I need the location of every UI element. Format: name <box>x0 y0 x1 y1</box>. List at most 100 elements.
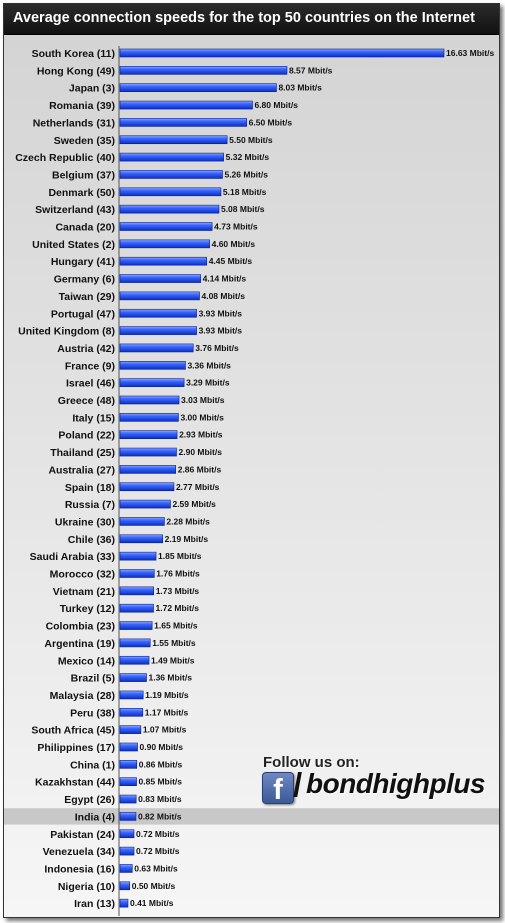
bar <box>119 690 144 700</box>
value-label: 3.76 Mbit/s <box>195 343 239 353</box>
category-label: Poland (22) <box>58 430 115 442</box>
category-label: Italy (15) <box>72 412 115 424</box>
value-label: 6.80 Mbit/s <box>254 100 298 110</box>
category-label: Saudi Arabia (33) <box>30 551 115 563</box>
bar <box>119 551 157 561</box>
bar <box>119 760 138 769</box>
bar <box>119 621 153 630</box>
title-bar: Average connection speeds for the top 50… <box>4 4 499 35</box>
value-label: 8.57 Mbit/s <box>289 65 333 75</box>
category-label: Canada (20) <box>55 222 115 234</box>
category-label: Philippines (17) <box>37 742 115 754</box>
bar <box>119 898 129 908</box>
bar <box>119 360 186 370</box>
value-label: 0.85 Mbit/s <box>139 777 183 787</box>
category-label: South Korea (11) <box>32 48 115 60</box>
bar <box>119 239 210 249</box>
category-label: Egypt (26) <box>64 794 115 806</box>
value-label: 0.50 Mbit/s <box>132 881 176 891</box>
category-label: Switzerland (43) <box>35 204 115 216</box>
category-label: Taiwan (29) <box>59 291 115 303</box>
category-label: Chile (36) <box>68 534 115 546</box>
category-label: Thailand (25) <box>50 447 115 459</box>
value-label: 1.65 Mbit/s <box>154 621 198 631</box>
category-label: Romania (39) <box>49 100 115 112</box>
bar <box>119 135 228 145</box>
value-label: 4.73 Mbit/s <box>214 222 258 232</box>
category-label: Kazakhstan (44) <box>35 777 115 789</box>
category-label: France (9) <box>65 360 115 372</box>
bar <box>119 673 147 682</box>
value-label: 1.72 Mbit/s <box>156 603 200 613</box>
category-label: South Africa (45) <box>31 725 115 737</box>
social-handle[interactable]: bondhighplus <box>306 768 486 799</box>
bar-chart: South Korea (11) 16.63 Mbit/s Hong Kong (4… <box>4 46 499 916</box>
category-label: Indonesia (16) <box>44 863 115 875</box>
bar <box>119 655 150 665</box>
value-label: 2.28 Mbit/s <box>166 516 210 526</box>
category-label: Netherlands (31) <box>33 117 115 129</box>
category-label: Spain (18) <box>65 482 115 494</box>
value-label: 3.36 Mbit/s <box>187 360 231 370</box>
bar <box>119 48 445 58</box>
bar <box>119 482 175 492</box>
value-label: 3.29 Mbit/s <box>186 378 230 388</box>
value-label: 0.72 Mbit/s <box>136 829 180 839</box>
value-label: 16.63 Mbit/s <box>446 48 494 58</box>
category-label: Nigeria (10) <box>58 881 115 893</box>
category-label: Russia (7) <box>65 499 115 511</box>
bar <box>119 378 185 387</box>
value-label: 0.90 Mbit/s <box>140 742 184 752</box>
bar <box>119 187 222 197</box>
value-label: 4.60 Mbit/s <box>212 239 256 249</box>
value-label: 5.18 Mbit/s <box>223 187 267 197</box>
value-label: 1.36 Mbit/s <box>148 673 192 683</box>
bar <box>119 829 135 839</box>
value-label: 5.50 Mbit/s <box>229 135 273 145</box>
value-label: 1.07 Mbit/s <box>143 725 187 735</box>
bar <box>119 222 213 231</box>
bar <box>119 152 224 162</box>
bar <box>119 430 178 440</box>
bar <box>119 569 155 578</box>
category-label: Argentina (19) <box>44 638 115 650</box>
bar <box>119 603 154 613</box>
value-label: 1.76 Mbit/s <box>156 569 200 579</box>
category-label: Greece (48) <box>58 395 115 407</box>
social-promo: Follow us on: f / bondhighplus <box>262 754 497 810</box>
category-label: Vietnam (21) <box>53 586 115 598</box>
category-label: Belgium (37) <box>52 169 115 181</box>
value-label: 1.17 Mbit/s <box>145 707 189 717</box>
value-label: 3.93 Mbit/s <box>199 308 243 318</box>
category-label: Turkey (12) <box>60 603 115 615</box>
category-label: Brazil (5) <box>71 673 115 685</box>
value-label: 0.82 Mbit/s <box>138 811 182 821</box>
category-label: India (4) <box>75 811 115 823</box>
facebook-icon[interactable]: f <box>262 772 294 804</box>
bar <box>119 447 177 457</box>
category-label: Malaysia (28) <box>50 690 115 702</box>
value-label: 5.08 Mbit/s <box>221 204 265 214</box>
category-label: Japan (3) <box>69 83 115 95</box>
category-label: Hungary (41) <box>51 256 115 268</box>
bar <box>119 864 133 873</box>
bar <box>119 83 277 92</box>
bar <box>119 586 155 596</box>
category-label: Mexico (14) <box>58 655 115 667</box>
category-label: Ukraine (30) <box>55 516 115 528</box>
bar <box>119 274 201 283</box>
value-label: 1.85 Mbit/s <box>158 551 202 561</box>
category-label: Australia (27) <box>48 464 115 476</box>
value-label: 2.77 Mbit/s <box>176 482 220 492</box>
bar <box>119 256 207 266</box>
bar <box>119 881 131 891</box>
category-label: Denmark (50) <box>48 187 115 199</box>
category-label: Morocco (32) <box>50 569 115 581</box>
value-label: 1.73 Mbit/s <box>156 586 200 596</box>
value-label: 6.50 Mbit/s <box>249 117 293 127</box>
bar <box>119 499 171 509</box>
category-label: Portugal (47) <box>51 308 115 320</box>
bar <box>119 413 179 422</box>
value-label: 0.83 Mbit/s <box>138 794 182 804</box>
value-label: 5.26 Mbit/s <box>224 169 268 179</box>
